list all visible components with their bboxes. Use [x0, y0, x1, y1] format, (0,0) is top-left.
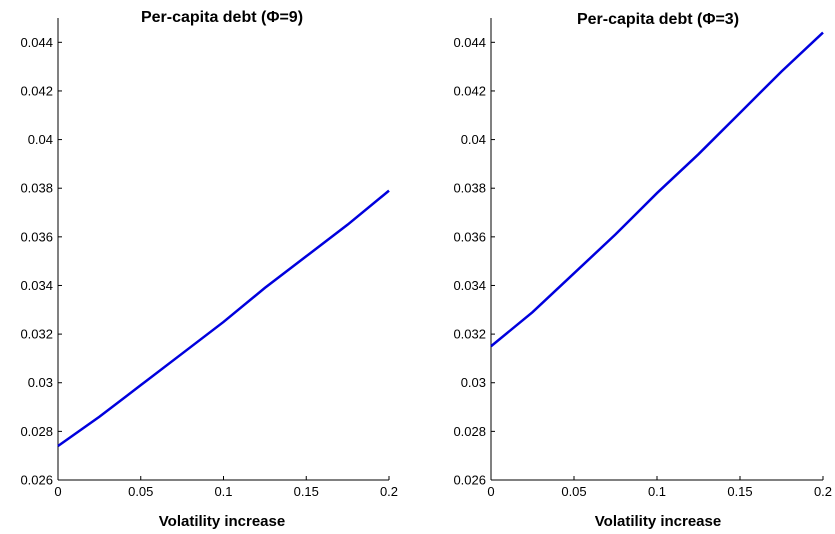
- chart-panel-left: Per-capita debt (Φ=9) Volatility increas…: [20, 9, 398, 530]
- x-tick-label: 0.1: [648, 484, 666, 499]
- x-tick-label: 0.05: [128, 484, 153, 499]
- x-tick-label: 0: [54, 484, 61, 499]
- y-tick-label: 0.038: [453, 181, 486, 196]
- x-axis-label: Volatility increase: [159, 513, 285, 530]
- y-tick-label: 0.038: [20, 181, 53, 196]
- y-tick-label: 0.036: [453, 229, 486, 244]
- y-tick-label: 0.026: [20, 473, 53, 488]
- chart-panel-right: Per-capita debt (Φ=3) Volatility increas…: [453, 11, 832, 530]
- y-tick-label: 0.03: [28, 375, 53, 390]
- series-line: [490, 31, 824, 348]
- y-tick-label: 0.044: [20, 35, 53, 50]
- y-tick-label: 0.028: [20, 424, 53, 439]
- y-tick-label: 0.032: [20, 327, 53, 342]
- y-tick-label: 0.03: [461, 375, 486, 390]
- x-tick-label: 0.05: [561, 484, 586, 499]
- x-tick-label: 0.1: [214, 484, 232, 499]
- series-line: [57, 189, 390, 447]
- x-tick-label: 0.2: [380, 484, 398, 499]
- y-tick-label: 0.026: [453, 473, 486, 488]
- chart-title: Per-capita debt (Φ=9): [141, 9, 303, 26]
- y-tick-label: 0.032: [453, 327, 486, 342]
- y-tick-label: 0.04: [28, 132, 53, 147]
- x-tick-label: 0: [487, 484, 494, 499]
- chart-title: Per-capita debt (Φ=3): [577, 11, 739, 28]
- y-tick-label: 0.036: [20, 229, 53, 244]
- y-tick-label: 0.034: [453, 278, 486, 293]
- x-tick-label: 0.2: [814, 484, 832, 499]
- x-tick-label: 0.15: [294, 484, 319, 499]
- y-tick-label: 0.042: [453, 83, 486, 98]
- y-tick-label: 0.042: [20, 83, 53, 98]
- y-tick-label: 0.04: [461, 132, 486, 147]
- y-tick-label: 0.034: [20, 278, 53, 293]
- y-tick-label: 0.028: [453, 424, 486, 439]
- y-tick-label: 0.044: [453, 35, 486, 50]
- x-axis-label: Volatility increase: [595, 513, 721, 530]
- x-tick-label: 0.15: [727, 484, 752, 499]
